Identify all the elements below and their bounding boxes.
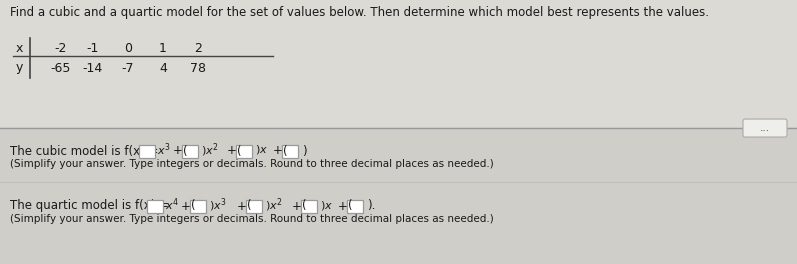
Text: $)x$: $)x$ <box>320 199 333 211</box>
Text: y: y <box>16 62 23 74</box>
Bar <box>0 0 797 128</box>
Text: -7: -7 <box>122 62 134 74</box>
FancyBboxPatch shape <box>301 200 317 213</box>
Text: $)x^2$: $)x^2$ <box>201 141 218 159</box>
Text: +: + <box>292 200 302 213</box>
FancyBboxPatch shape <box>190 200 206 213</box>
Text: -65: -65 <box>51 62 71 74</box>
Text: 0: 0 <box>124 41 132 54</box>
Text: (: ( <box>237 144 241 158</box>
Text: -2: -2 <box>55 41 67 54</box>
Text: The cubic model is f(x) =: The cubic model is f(x) = <box>10 144 159 158</box>
Text: $)x$: $)x$ <box>255 144 268 157</box>
Text: (Simplify your answer. Type integers or decimals. Round to three decimal places : (Simplify your answer. Type integers or … <box>10 214 494 224</box>
Text: (: ( <box>348 200 352 213</box>
Text: 2: 2 <box>194 41 202 54</box>
FancyBboxPatch shape <box>139 144 155 158</box>
FancyBboxPatch shape <box>236 144 252 158</box>
FancyBboxPatch shape <box>282 144 298 158</box>
Text: (Simplify your answer. Type integers or decimals. Round to three decimal places : (Simplify your answer. Type integers or … <box>10 159 494 169</box>
Text: ...: ... <box>760 123 770 133</box>
Text: (: ( <box>283 144 288 158</box>
Text: (: ( <box>183 144 187 158</box>
Text: The quartic model is f(x) =: The quartic model is f(x) = <box>10 200 169 213</box>
Text: (: ( <box>191 200 195 213</box>
FancyBboxPatch shape <box>147 200 163 213</box>
Text: (: ( <box>302 200 307 213</box>
Bar <box>0 128 797 264</box>
Text: +: + <box>237 200 247 213</box>
Text: ).: ). <box>367 200 375 213</box>
Text: +: + <box>273 144 283 158</box>
Text: -1: -1 <box>87 41 99 54</box>
Text: Find a cubic and a quartic model for the set of values below. Then determine whi: Find a cubic and a quartic model for the… <box>10 6 709 19</box>
Text: +: + <box>173 144 183 158</box>
Text: -14: -14 <box>83 62 103 74</box>
Text: +: + <box>338 200 347 213</box>
Text: $x^4$: $x^4$ <box>165 197 179 213</box>
Text: (: ( <box>247 200 252 213</box>
Text: +: + <box>227 144 237 158</box>
Text: 78: 78 <box>190 62 206 74</box>
Text: $)x^2$: $)x^2$ <box>265 196 283 214</box>
FancyBboxPatch shape <box>182 144 198 158</box>
Text: x: x <box>16 41 23 54</box>
FancyBboxPatch shape <box>246 200 262 213</box>
Text: ): ) <box>302 144 307 158</box>
Text: +: + <box>181 200 190 213</box>
FancyBboxPatch shape <box>743 119 787 137</box>
Text: $x^3$: $x^3$ <box>157 142 171 158</box>
Text: $)x^3$: $)x^3$ <box>209 196 226 214</box>
FancyBboxPatch shape <box>347 200 363 213</box>
Text: 1: 1 <box>159 41 167 54</box>
Text: 4: 4 <box>159 62 167 74</box>
